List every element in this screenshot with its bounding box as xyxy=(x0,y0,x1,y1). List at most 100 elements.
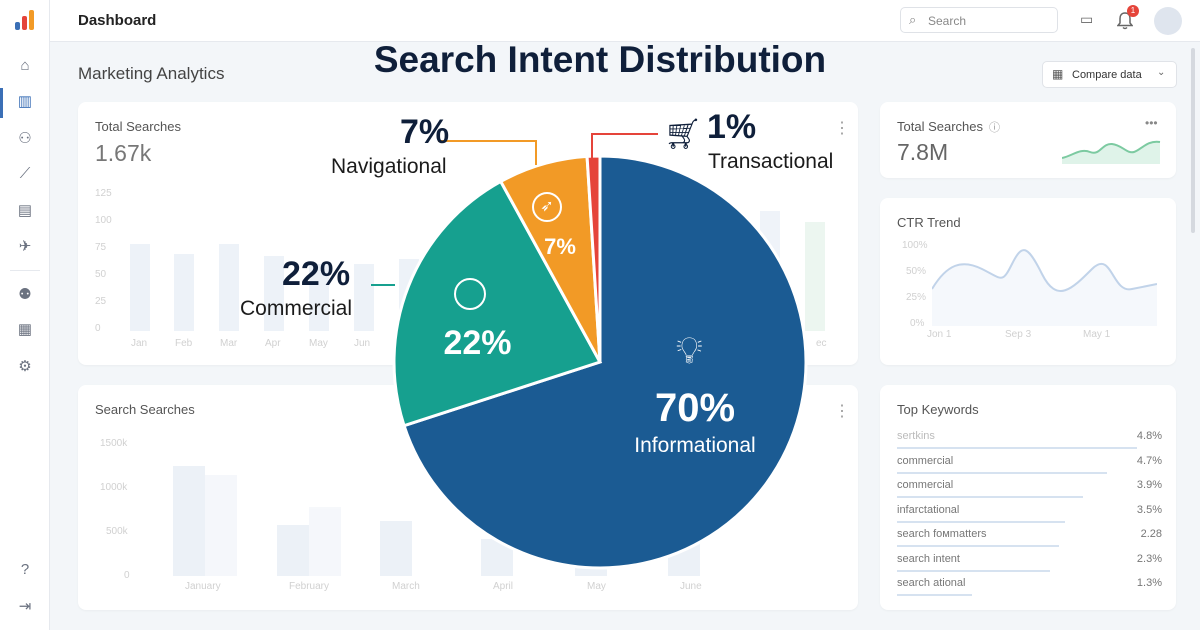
reports-icon[interactable]: ▤ xyxy=(17,202,33,219)
y-tick: 50% xyxy=(906,266,927,277)
search-input[interactable]: ⌕ Search xyxy=(900,7,1058,33)
y-tick: 100% xyxy=(902,240,928,251)
compare-data-button[interactable]: ▦ Compare data ⌄ xyxy=(1042,61,1177,88)
header: Dashboard ⌕ Search ▭ 1 xyxy=(50,0,1200,42)
card-title: Total Searches xyxy=(897,119,983,134)
campaigns-icon[interactable]: ✈ xyxy=(18,238,32,255)
help-icon[interactable]: ? xyxy=(20,561,30,578)
x-tick: Mar xyxy=(220,338,238,349)
page-title: Marketing Analytics xyxy=(78,64,225,83)
trends-icon[interactable]: ⟋ xyxy=(19,165,31,182)
users-icon[interactable]: ⚇ xyxy=(18,130,32,147)
y-tick: 0% xyxy=(910,318,925,329)
y-tick: 25% xyxy=(906,292,927,303)
keyword-bar xyxy=(897,594,972,596)
x-tick: Feb xyxy=(175,338,193,349)
leader-line xyxy=(438,140,537,165)
more-icon[interactable]: ••• xyxy=(1145,116,1158,130)
y-tick: 25 xyxy=(95,296,107,307)
keyword-bar xyxy=(897,447,1137,449)
info-icon[interactable]: ⓘ xyxy=(989,122,1000,134)
logout-icon[interactable]: ⇥ xyxy=(18,598,32,615)
search-icon: ⌕ xyxy=(909,12,917,27)
more-icon[interactable]: ⋮ xyxy=(834,403,850,420)
x-tick: May xyxy=(309,338,328,349)
sidebar: ⌂ ▥ ⚇ ⟋ ▤ ✈ ⚉ ▦ ⚙ ? ⇥ xyxy=(0,0,50,630)
slice-label-informational: 70% xyxy=(654,386,736,430)
home-icon[interactable]: ⌂ xyxy=(20,57,30,74)
settings-icon[interactable]: ⚙ xyxy=(18,358,32,375)
card-title: CTR Trend xyxy=(897,215,961,230)
bar xyxy=(805,222,825,331)
bar xyxy=(173,466,205,576)
x-tick: April xyxy=(493,581,514,592)
slice-name-informational: Informational xyxy=(634,434,756,457)
y-tick: 1500k xyxy=(100,438,128,449)
kpi-card: Total Searches ⓘ 7.8M ••• xyxy=(880,102,1176,178)
slice-label-navigational: 7% xyxy=(400,113,450,151)
chart-title: Search Intent Distribution xyxy=(373,39,827,80)
x-tick: June xyxy=(680,581,702,592)
logo-icon xyxy=(15,10,35,30)
slice-name-transactional: Transactional xyxy=(708,150,834,173)
y-tick: 0 xyxy=(95,323,101,334)
keyword-name: infarctational xyxy=(897,503,960,516)
messages-icon[interactable]: ▭ xyxy=(1080,11,1094,27)
keyword-name: search intent xyxy=(897,552,960,565)
calendar-icon[interactable]: ▦ xyxy=(17,321,33,338)
keyword-pct: 1.3% xyxy=(1136,577,1162,589)
keyword-row[interactable]: infarctational 3.5% xyxy=(897,503,1162,523)
x-tick: Jun xyxy=(354,338,371,349)
keyword-bar xyxy=(897,496,1083,498)
more-icon[interactable]: ⋮ xyxy=(834,120,850,137)
keyword-pct: 2.28 xyxy=(1140,528,1162,540)
bar xyxy=(354,263,374,331)
keyword-row[interactable]: sertkins 4.8% xyxy=(897,430,1162,449)
keyword-row[interactable]: search ational 1.3% xyxy=(897,577,1162,596)
x-tick: Jon 1 xyxy=(927,329,952,340)
leader-line xyxy=(591,133,658,158)
x-tick: May xyxy=(587,581,606,592)
shopping-search-icon xyxy=(454,278,486,310)
ctr-trend-card: CTR Trend 100% 50% 25% 0% Jon 1 Sep 3 May 1 xyxy=(880,198,1176,365)
scrollbar[interactable] xyxy=(1191,48,1195,233)
pie-slice-transactional xyxy=(585,154,602,363)
keyword-name: sertkins xyxy=(897,430,935,442)
avatar[interactable] xyxy=(1154,7,1182,35)
x-tick: March xyxy=(392,581,420,592)
x-tick: Apr xyxy=(265,338,281,349)
chevron-down-icon: ⌄ xyxy=(1157,67,1166,78)
slice-name-navigational: Navigational xyxy=(331,155,447,178)
cart-icon: 🛒︎ xyxy=(664,118,703,151)
y-tick: 500k xyxy=(106,526,128,537)
bar xyxy=(130,243,150,331)
bar xyxy=(277,524,309,576)
search-placeholder: Search xyxy=(928,14,967,28)
keyword-row[interactable]: search fомmatters 2.28 xyxy=(897,528,1162,547)
top-keywords-card: Top Keywords sertkins 4.8% commercial 4.7% c… xyxy=(880,385,1176,610)
x-tick: Jan xyxy=(131,338,148,349)
sparkline xyxy=(1062,140,1161,164)
calendar-icon: ▦ xyxy=(1052,67,1064,81)
slice-inner-label-commercial: 22% xyxy=(443,324,512,362)
x-tick: Sep 3 xyxy=(1005,329,1032,340)
slice-label-commercial: 22% xyxy=(282,255,351,293)
compare-label: Compare data xyxy=(1072,69,1142,81)
keyword-name: commercial xyxy=(897,454,954,467)
keyword-row[interactable]: search intent 2.3% xyxy=(897,552,1162,572)
team-icon[interactable]: ⚉ xyxy=(18,286,32,303)
keyword-row[interactable]: commercial 3.9% xyxy=(897,479,1162,498)
keyword-bar xyxy=(897,471,1107,474)
keyword-name: search ational xyxy=(897,577,966,589)
lightbulb-icon: 💡︎ xyxy=(676,330,703,372)
keyword-row[interactable]: commercial 4.7% xyxy=(897,454,1162,474)
bar xyxy=(205,474,237,576)
bar xyxy=(174,253,194,331)
analytics-icon[interactable]: ▥ xyxy=(17,93,33,110)
y-tick: 125 xyxy=(95,188,112,199)
slice-label-transactional: 1% xyxy=(707,108,757,146)
keyword-name: commercial xyxy=(897,479,954,491)
card-title: Total Searches xyxy=(95,119,181,134)
bar xyxy=(309,263,329,331)
